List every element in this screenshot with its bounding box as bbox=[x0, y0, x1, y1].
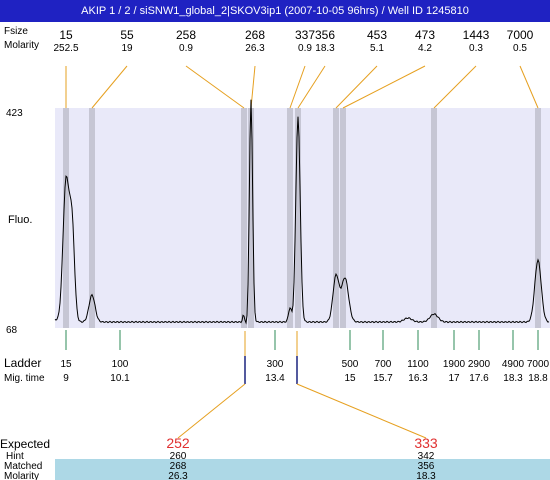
ladder-label: Ladder bbox=[4, 356, 41, 370]
peak-molarity-label: 26.3 bbox=[245, 43, 265, 54]
window-title: AKIP 1 / 2 / siSNW1_global_2|SKOV3ip1 (2… bbox=[0, 0, 550, 22]
peak-molarity-label: 0.3 bbox=[469, 43, 483, 54]
fluorescence-trace bbox=[54, 99, 550, 325]
y-tick-bottom: 68 bbox=[6, 325, 18, 336]
peak-band bbox=[295, 108, 301, 328]
ladder-migtime-label: 17.6 bbox=[469, 373, 489, 384]
ladder-size-label: 1100 bbox=[407, 359, 429, 370]
ladder-size-label: 300 bbox=[267, 359, 284, 370]
peak-band bbox=[248, 108, 254, 328]
ladder-migtime-label: 15.7 bbox=[373, 373, 393, 384]
expected-connector bbox=[177, 383, 246, 439]
peak-connector bbox=[250, 65, 256, 109]
migtime-label: Mig. time bbox=[4, 373, 45, 384]
peak-band bbox=[333, 108, 339, 328]
y-axis-label: Fluo. bbox=[8, 214, 32, 226]
ladder-size-label: 2900 bbox=[468, 359, 491, 370]
hint-value: 342 bbox=[418, 451, 435, 462]
matched-row-band bbox=[55, 459, 550, 470]
ladder-migtime-label: 9 bbox=[63, 373, 69, 384]
peak-size-label: 7000 bbox=[507, 28, 534, 42]
ladder-size-label: 4900 bbox=[502, 359, 525, 370]
ladder-size-label: 15 bbox=[60, 359, 72, 370]
peak-connector bbox=[342, 65, 426, 109]
peak-band bbox=[89, 108, 95, 328]
peak-connector bbox=[289, 65, 306, 109]
peak-size-label: 453 bbox=[367, 28, 387, 42]
peak-size-label: 473 bbox=[415, 28, 435, 42]
expected-label: Expected bbox=[0, 437, 50, 451]
ladder-migtime-label: 16.3 bbox=[408, 373, 428, 384]
expected-connector bbox=[296, 383, 427, 439]
peak-molarity-label: 0.9 bbox=[179, 43, 193, 54]
peak-size-label: 258 bbox=[176, 28, 196, 42]
peak-band bbox=[287, 108, 293, 328]
molarity-header: Molarity bbox=[4, 40, 39, 51]
ladder-migtime-label: 18.8 bbox=[528, 373, 548, 384]
peak-molarity-label: 5.1 bbox=[370, 43, 384, 54]
peak-molarity-label: 4.2 bbox=[418, 43, 432, 54]
peak-connector bbox=[91, 65, 128, 109]
ladder-migtime-label: 18.3 bbox=[503, 373, 523, 384]
expected-molarity-value: 18.3 bbox=[416, 471, 436, 480]
peak-connector bbox=[519, 65, 539, 109]
expected-molarity-label: Molarity bbox=[4, 471, 39, 480]
peak-band bbox=[241, 108, 247, 328]
ladder-size-label: 500 bbox=[342, 359, 359, 370]
hint-value: 260 bbox=[170, 451, 187, 462]
peak-band bbox=[63, 108, 69, 328]
peak-band bbox=[431, 108, 437, 328]
ladder-size-label: 700 bbox=[375, 359, 392, 370]
peak-molarity-label: 0.5 bbox=[513, 43, 527, 54]
peak-molarity-label: 252.5 bbox=[53, 43, 78, 54]
fsize-header: Fsize bbox=[4, 26, 28, 37]
peak-size-label: 337 bbox=[295, 28, 315, 42]
peak-connector bbox=[433, 65, 477, 109]
ladder-migtime-label: 13.4 bbox=[265, 373, 285, 384]
expected-size: 333 bbox=[414, 435, 438, 451]
matched-label: Matched bbox=[4, 461, 42, 472]
peak-molarity-label: 0.9 bbox=[298, 43, 312, 54]
expected-size: 252 bbox=[166, 435, 190, 451]
peak-size-label: 55 bbox=[120, 28, 134, 42]
hint-label: Hint bbox=[6, 451, 24, 462]
y-tick-top: 423 bbox=[6, 108, 23, 119]
peak-molarity-label: 18.3 bbox=[315, 43, 335, 54]
peak-band bbox=[340, 108, 346, 328]
matched-value: 268 bbox=[170, 461, 187, 472]
molarity-row-band bbox=[55, 469, 550, 480]
ladder-migtime-label: 17 bbox=[448, 373, 460, 384]
peak-molarity-label: 19 bbox=[121, 43, 133, 54]
peak-size-label: 356 bbox=[315, 28, 335, 42]
ladder-size-label: 1900 bbox=[443, 359, 466, 370]
peak-connector bbox=[297, 65, 326, 109]
peak-size-label: 15 bbox=[59, 28, 73, 42]
ladder-migtime-label: 10.1 bbox=[110, 373, 130, 384]
ladder-migtime-label: 15 bbox=[344, 373, 356, 384]
ladder-size-label: 100 bbox=[112, 359, 129, 370]
peak-size-label: 268 bbox=[245, 28, 265, 42]
peak-connector bbox=[185, 65, 245, 109]
matched-value: 356 bbox=[418, 461, 435, 472]
peak-size-label: 1443 bbox=[463, 28, 490, 42]
peak-connector bbox=[335, 65, 378, 109]
expected-molarity-value: 26.3 bbox=[168, 471, 188, 480]
ladder-size-label: 7000 bbox=[527, 359, 550, 370]
peak-band bbox=[535, 108, 541, 328]
